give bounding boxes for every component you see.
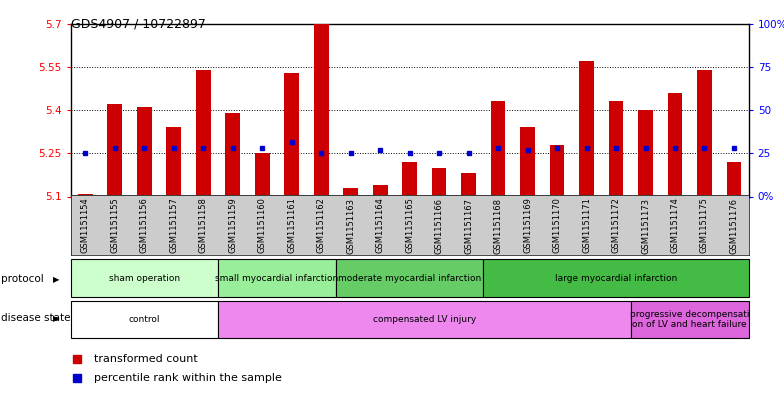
Bar <box>638 110 653 196</box>
Bar <box>343 188 358 196</box>
Bar <box>491 101 506 196</box>
Text: GSM1151165: GSM1151165 <box>405 198 414 253</box>
Text: GSM1151157: GSM1151157 <box>169 198 178 253</box>
Text: transformed count: transformed count <box>94 354 198 364</box>
Text: ▶: ▶ <box>53 314 60 323</box>
Text: percentile rank within the sample: percentile rank within the sample <box>94 373 282 383</box>
Bar <box>608 101 623 196</box>
Text: GSM1151164: GSM1151164 <box>376 198 385 253</box>
Text: control: control <box>129 315 160 324</box>
Bar <box>218 301 631 338</box>
Text: GSM1151154: GSM1151154 <box>81 198 90 253</box>
Text: GSM1151160: GSM1151160 <box>258 198 267 253</box>
Text: disease state: disease state <box>1 313 71 323</box>
Text: protocol: protocol <box>1 274 44 284</box>
Text: GSM1151155: GSM1151155 <box>111 198 119 253</box>
Bar <box>285 73 299 196</box>
Text: GSM1151156: GSM1151156 <box>140 198 149 253</box>
Text: GSM1151162: GSM1151162 <box>317 198 325 253</box>
Bar <box>166 127 181 196</box>
Bar <box>550 145 564 196</box>
Bar <box>107 104 122 196</box>
Text: GSM1151159: GSM1151159 <box>228 198 238 253</box>
Text: GSM1151166: GSM1151166 <box>434 198 444 253</box>
Text: GDS4907 / 10722897: GDS4907 / 10722897 <box>71 18 205 31</box>
Text: GSM1151176: GSM1151176 <box>729 198 739 253</box>
Bar <box>484 259 749 297</box>
Bar <box>218 259 336 297</box>
Bar <box>402 162 417 196</box>
Bar <box>71 301 218 338</box>
Text: GSM1151174: GSM1151174 <box>670 198 680 253</box>
Text: GSM1151171: GSM1151171 <box>582 198 591 253</box>
Bar <box>461 173 476 196</box>
Bar <box>137 107 151 196</box>
Bar <box>668 93 682 196</box>
Text: GSM1151161: GSM1151161 <box>287 198 296 253</box>
Bar <box>579 61 594 196</box>
Text: large myocardial infarction: large myocardial infarction <box>555 274 677 283</box>
Bar <box>314 24 328 196</box>
Text: small myocardial infarction: small myocardial infarction <box>216 274 339 283</box>
Text: progressive decompensati
on of LV and heart failure: progressive decompensati on of LV and he… <box>630 310 750 329</box>
Bar <box>631 301 749 338</box>
Text: GSM1151163: GSM1151163 <box>347 198 355 253</box>
Bar <box>225 113 240 196</box>
Bar <box>78 194 93 196</box>
Text: GSM1151169: GSM1151169 <box>523 198 532 253</box>
Text: GSM1151170: GSM1151170 <box>553 198 561 253</box>
Bar <box>336 259 484 297</box>
Bar <box>196 70 211 196</box>
Text: GSM1151173: GSM1151173 <box>641 198 650 253</box>
Text: GSM1151168: GSM1151168 <box>494 198 503 253</box>
Text: compensated LV injury: compensated LV injury <box>372 315 476 324</box>
Text: GSM1151167: GSM1151167 <box>464 198 473 253</box>
Bar <box>521 127 535 196</box>
Text: GSM1151175: GSM1151175 <box>700 198 709 253</box>
Bar <box>432 168 447 196</box>
Bar <box>71 259 218 297</box>
Bar <box>697 70 712 196</box>
Text: moderate myocardial infarction: moderate myocardial infarction <box>338 274 481 283</box>
Bar <box>255 153 270 196</box>
Text: GSM1151172: GSM1151172 <box>612 198 621 253</box>
Text: GSM1151158: GSM1151158 <box>198 198 208 253</box>
Text: sham operation: sham operation <box>109 274 180 283</box>
Bar <box>727 162 742 196</box>
Bar <box>372 185 387 196</box>
Text: ▶: ▶ <box>53 275 60 283</box>
